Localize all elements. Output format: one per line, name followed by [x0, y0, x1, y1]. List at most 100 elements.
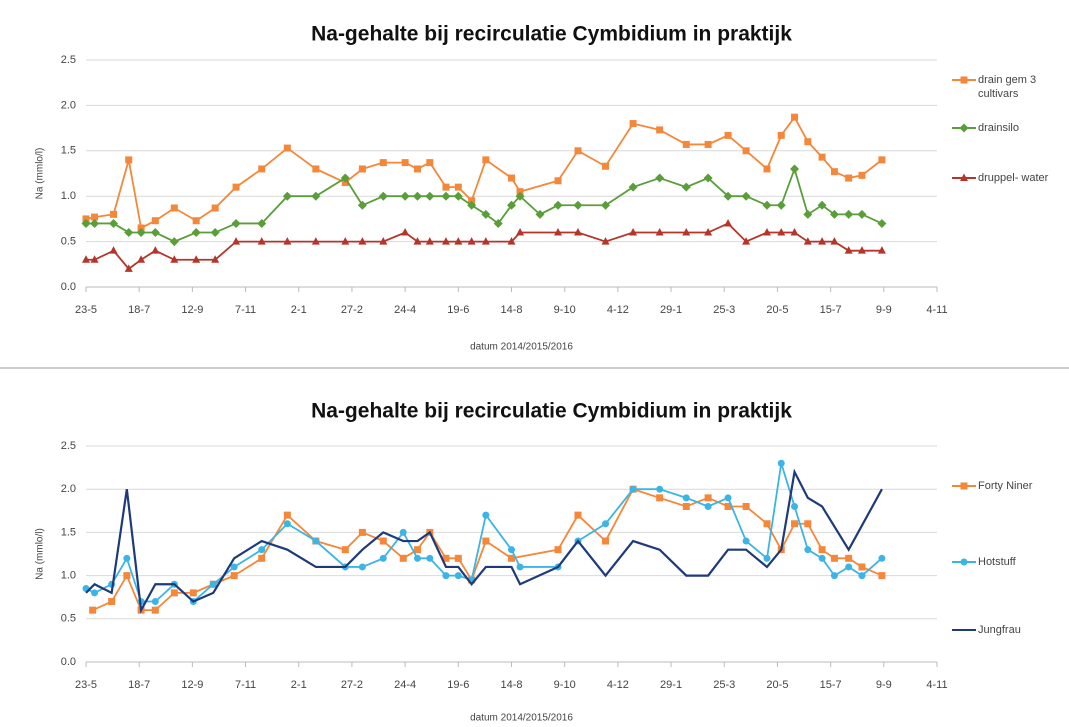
data-point — [91, 589, 99, 597]
data-point — [857, 246, 866, 254]
data-point — [108, 598, 116, 606]
data-point — [629, 228, 638, 236]
y-tick-label: 2.0 — [61, 99, 76, 111]
data-point — [553, 200, 563, 210]
data-point — [425, 191, 435, 201]
data-point — [341, 179, 349, 187]
x-tick-label: 25-3 — [713, 304, 735, 316]
data-point — [516, 228, 525, 236]
data-point — [441, 237, 450, 245]
data-point — [763, 165, 771, 173]
data-point — [507, 237, 516, 245]
legend-marker — [960, 76, 968, 84]
data-point — [89, 606, 97, 614]
data-point — [763, 520, 771, 528]
data-point — [467, 237, 476, 245]
data-point — [776, 200, 786, 210]
data-point — [844, 209, 854, 219]
data-point — [817, 200, 827, 210]
y-tick-label: 0.0 — [61, 656, 76, 668]
legend-marker — [959, 123, 969, 133]
data-point — [258, 554, 266, 562]
data-point — [878, 156, 886, 164]
legend-marker — [960, 558, 968, 566]
data-point — [442, 554, 450, 562]
data-point — [724, 218, 733, 227]
data-point — [232, 183, 240, 191]
legend-label: Jungfrau — [978, 624, 1021, 636]
data-point — [844, 246, 853, 254]
data-point — [136, 228, 146, 238]
x-tick-label: 19-6 — [447, 304, 469, 316]
data-point — [804, 520, 812, 528]
y-tick-label: 1.0 — [61, 570, 76, 582]
data-point — [682, 502, 690, 510]
data-point — [358, 528, 366, 536]
data-point — [804, 138, 812, 146]
data-point — [804, 546, 812, 554]
x-tick-label: 9-10 — [554, 679, 576, 691]
data-point — [742, 502, 750, 510]
data-point — [742, 147, 750, 155]
data-point — [535, 209, 545, 219]
data-point — [169, 237, 179, 247]
data-point — [508, 174, 515, 182]
data-point — [283, 520, 291, 528]
data-point — [441, 191, 451, 201]
data-point — [704, 494, 712, 502]
data-point — [858, 572, 866, 580]
series-line — [85, 468, 883, 614]
data-point — [777, 131, 785, 139]
legend-label: Forty Niner — [978, 480, 1033, 492]
data-point — [877, 246, 886, 254]
data-point — [573, 200, 583, 210]
x-tick-label: 2-1 — [291, 679, 307, 691]
data-point — [454, 554, 462, 562]
legend-marker — [960, 482, 968, 490]
data-point — [358, 237, 367, 245]
data-point — [818, 554, 826, 562]
data-point — [109, 218, 119, 228]
data-point — [845, 563, 853, 571]
data-point — [628, 182, 638, 192]
data-point — [378, 191, 388, 201]
x-tick-label: 25-3 — [713, 679, 735, 691]
data-point — [845, 174, 853, 182]
data-point — [454, 572, 462, 580]
data-point — [340, 173, 350, 183]
data-point — [602, 520, 610, 528]
data-point — [192, 255, 201, 263]
data-point — [109, 246, 118, 254]
data-point — [170, 255, 179, 263]
data-point — [413, 546, 421, 554]
data-point — [777, 459, 785, 467]
data-point — [379, 554, 387, 562]
data-point — [413, 237, 422, 245]
data-point — [481, 237, 490, 245]
x-tick-label: 14-8 — [500, 679, 522, 691]
data-point — [211, 255, 220, 263]
data-point — [210, 228, 220, 238]
data-point — [442, 572, 450, 580]
data-point — [857, 209, 867, 219]
x-tick-label: 24-4 — [394, 679, 416, 691]
legend-label: drain gem 3 cultivars — [978, 74, 1037, 100]
data-point — [724, 502, 732, 510]
data-point — [858, 171, 866, 179]
data-point — [230, 572, 238, 580]
series-line — [86, 222, 882, 271]
data-point — [170, 589, 178, 597]
data-point — [777, 228, 786, 236]
x-tick-label: 27-2 — [341, 679, 363, 691]
data-point — [399, 554, 407, 562]
data-point — [230, 563, 238, 571]
data-point — [858, 563, 866, 571]
data-point — [110, 210, 118, 218]
data-point — [762, 200, 772, 210]
data-point — [81, 218, 91, 228]
x-tick-label: 29-1 — [660, 679, 682, 691]
data-point — [493, 218, 503, 228]
data-point — [467, 200, 477, 210]
x-axis-title: datum 2014/2015/2016 — [470, 342, 573, 353]
